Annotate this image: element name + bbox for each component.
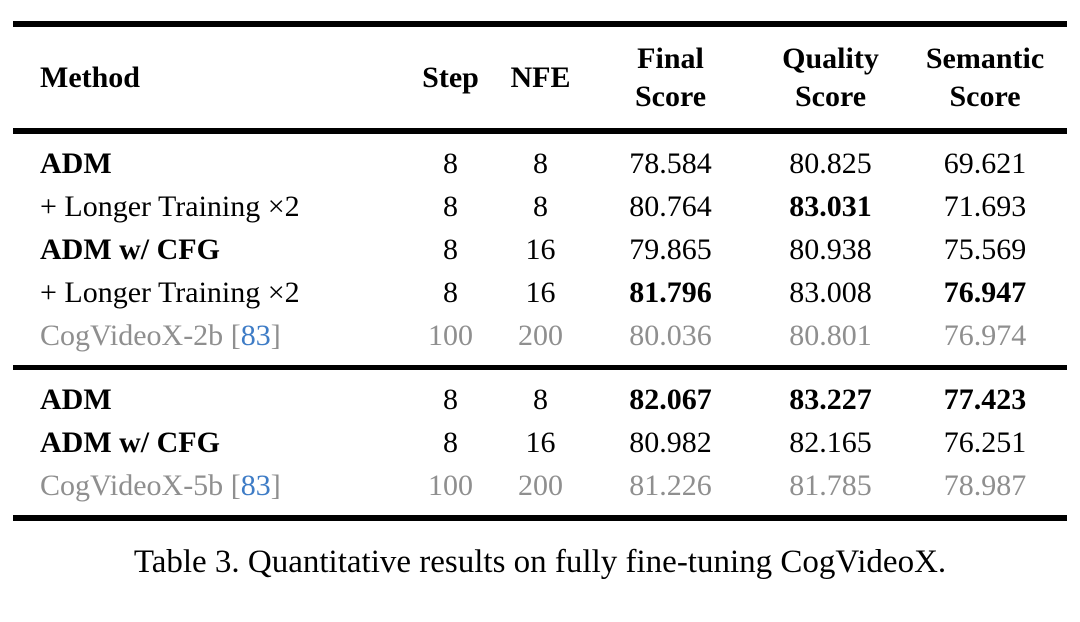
table-row: CogVideoX-5b [83] 100 200 81.226 81.785 … bbox=[13, 464, 1067, 507]
cell-final-score: 80.764 bbox=[629, 190, 712, 223]
cell-method: ADM w/ CFG bbox=[40, 233, 220, 266]
cell-semantic-score: 76.947 bbox=[943, 276, 1027, 309]
cell-step: 8 bbox=[443, 276, 458, 309]
cell-final-score: 81.796 bbox=[629, 276, 712, 309]
header-step: Step bbox=[422, 60, 479, 94]
header-quality-score: Quality Score bbox=[782, 41, 879, 113]
cell-nfe: 200 bbox=[518, 319, 563, 352]
header-rule bbox=[13, 128, 1067, 134]
table-row: + Longer Training ×2 8 8 80.764 83.031 7… bbox=[13, 185, 1067, 228]
cell-step: 8 bbox=[443, 190, 458, 223]
citation-bracket-open: [ bbox=[230, 319, 241, 352]
table-caption: Table 3. Quantitative results on fully f… bbox=[133, 544, 947, 580]
cell-step: 100 bbox=[428, 469, 473, 502]
cell-step: 8 bbox=[443, 426, 458, 459]
cell-quality-score: 80.801 bbox=[789, 319, 872, 352]
cell-step: 8 bbox=[443, 383, 458, 416]
cell-quality-score: 83.008 bbox=[789, 276, 872, 309]
cell-nfe: 16 bbox=[525, 426, 556, 459]
citation-link[interactable]: 83 bbox=[240, 469, 271, 502]
table-row: ADM 8 8 78.584 80.825 69.621 bbox=[13, 142, 1067, 185]
cell-nfe: 16 bbox=[525, 233, 556, 266]
cell-method: ADM w/ CFG bbox=[40, 426, 220, 459]
cell-final-score: 81.226 bbox=[629, 469, 712, 502]
mid-rule bbox=[13, 365, 1067, 370]
citation-bracket-close: ] bbox=[270, 469, 281, 502]
cell-semantic-score: 71.693 bbox=[943, 190, 1027, 223]
results-table: Method Step NFE Final Score Quality Scor… bbox=[13, 21, 1067, 521]
table-section-cogvideox-2b: ADM 8 8 78.584 80.825 69.621 + Longer Tr… bbox=[13, 134, 1067, 365]
cell-quality-score: 83.227 bbox=[789, 383, 872, 416]
cell-method: + Longer Training ×2 bbox=[40, 276, 300, 309]
cell-step: 8 bbox=[443, 233, 458, 266]
cell-semantic-score: 75.569 bbox=[943, 233, 1027, 266]
header-final-score: Final Score bbox=[634, 41, 707, 113]
cell-nfe: 200 bbox=[518, 469, 563, 502]
header-semantic-score: Semantic Score bbox=[925, 41, 1045, 113]
cell-semantic-score: 69.621 bbox=[943, 147, 1027, 180]
header-nfe: NFE bbox=[510, 60, 571, 94]
cell-final-score: 82.067 bbox=[629, 383, 712, 416]
cell-nfe: 16 bbox=[525, 276, 556, 309]
table-row: CogVideoX-2b [83] 100 200 80.036 80.801 … bbox=[13, 314, 1067, 357]
header-method: Method bbox=[40, 60, 140, 94]
cell-semantic-score: 77.423 bbox=[943, 383, 1027, 416]
cell-step: 8 bbox=[443, 147, 458, 180]
cell-method: CogVideoX-5b [83] bbox=[13, 464, 403, 507]
bottom-rule bbox=[13, 515, 1067, 521]
cell-step: 100 bbox=[428, 319, 473, 352]
table-header: Method Step NFE Final Score Quality Scor… bbox=[13, 27, 1067, 128]
cell-method: ADM bbox=[40, 147, 112, 180]
cell-method: ADM bbox=[40, 383, 112, 416]
cell-quality-score: 80.938 bbox=[789, 233, 872, 266]
cell-method: CogVideoX-2b [83] bbox=[13, 314, 403, 357]
method-name: CogVideoX-5b bbox=[40, 469, 224, 502]
cell-final-score: 80.036 bbox=[629, 319, 712, 352]
cell-nfe: 8 bbox=[533, 383, 548, 416]
table-section-cogvideox-5b: ADM 8 8 82.067 83.227 77.423 ADM w/ CFG … bbox=[13, 370, 1067, 515]
cell-semantic-score: 78.987 bbox=[943, 469, 1027, 502]
citation-link[interactable]: 83 bbox=[240, 319, 271, 352]
cell-final-score: 79.865 bbox=[629, 233, 712, 266]
cell-semantic-score: 76.974 bbox=[943, 319, 1027, 352]
cell-nfe: 8 bbox=[533, 190, 548, 223]
table-row: ADM 8 8 82.067 83.227 77.423 bbox=[13, 378, 1067, 421]
cell-quality-score: 82.165 bbox=[789, 426, 872, 459]
cell-quality-score: 80.825 bbox=[789, 147, 872, 180]
cell-method: + Longer Training ×2 bbox=[40, 190, 300, 223]
table-row: ADM w/ CFG 8 16 79.865 80.938 75.569 bbox=[13, 228, 1067, 271]
cell-quality-score: 81.785 bbox=[789, 469, 872, 502]
citation-bracket-open: [ bbox=[230, 469, 241, 502]
cell-semantic-score: 76.251 bbox=[943, 426, 1027, 459]
citation-bracket-close: ] bbox=[270, 319, 281, 352]
method-name: CogVideoX-2b bbox=[40, 319, 224, 352]
table-row: ADM w/ CFG 8 16 80.982 82.165 76.251 bbox=[13, 421, 1067, 464]
cell-quality-score: 83.031 bbox=[789, 190, 872, 223]
cell-nfe: 8 bbox=[533, 147, 548, 180]
cell-final-score: 80.982 bbox=[629, 426, 712, 459]
top-rule bbox=[13, 21, 1067, 27]
cell-final-score: 78.584 bbox=[629, 147, 712, 180]
table-row: + Longer Training ×2 8 16 81.796 83.008 … bbox=[13, 271, 1067, 314]
